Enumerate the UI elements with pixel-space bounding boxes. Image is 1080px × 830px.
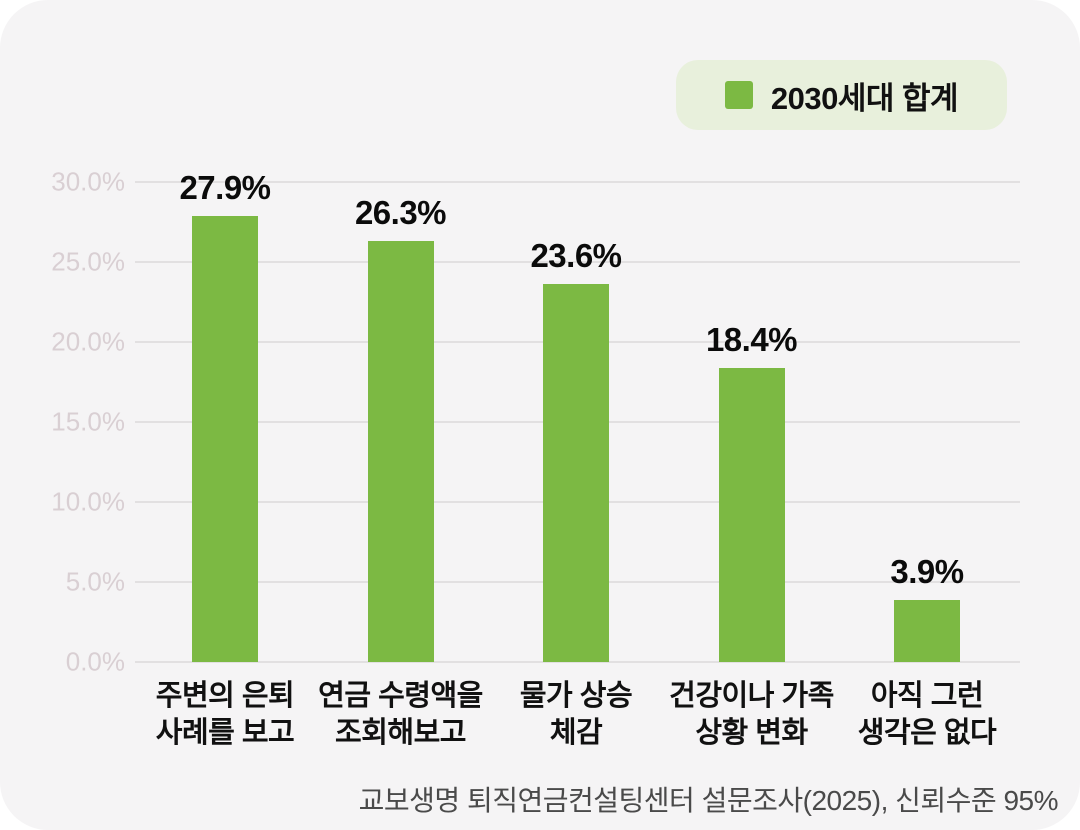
bar [894,599,960,662]
category-label-line: 건강이나 가족 [669,680,834,712]
y-axis-tick-label: 5.0% [65,566,125,597]
category-label-line: 사례를 보고 [155,717,295,749]
bar-value-label: 23.6% [530,237,622,275]
category-label-line: 주변의 은퇴 [155,680,295,712]
legend: 2030세대 합계 [676,60,1007,130]
gridline [135,181,1020,183]
legend-label: 2030세대 합계 [770,80,959,116]
gridline [135,261,1020,263]
gridline [135,661,1020,663]
y-axis-tick-label: 10.0% [51,486,125,517]
source-note: 교보생명 퇴직연금컨설팅센터 설문조사(2025), 신뢰수준 95% [358,785,1059,816]
category-label-line: 조회해보고 [335,717,466,749]
y-axis-tick-label: 30.0% [51,166,125,197]
category-label-line: 체감 [549,717,603,749]
category-label-line: 연금 수령액을 [318,680,483,712]
category-label-line: 상황 변화 [695,717,808,749]
category-label-line: 아직 그런 [870,680,984,712]
bar-value-label: 27.9% [179,168,271,206]
y-axis-tick-label: 15.0% [51,406,125,437]
bar-value-label: 3.9% [890,552,964,590]
y-axis-tick-label: 20.0% [51,326,125,357]
legend-swatch-icon [724,81,753,109]
bar-value-label: 18.4% [705,320,798,358]
category-label-line: 물가 상승 [519,680,633,712]
bar [192,215,258,662]
bar-value-label: 26.3% [354,194,447,232]
bar [718,367,785,662]
y-axis-tick-label: 0.0% [65,646,125,677]
category-label-line: 생각은 없다 [857,717,997,749]
bar [367,241,434,662]
y-axis-tick-label: 25.0% [51,246,125,277]
bar [543,284,609,662]
